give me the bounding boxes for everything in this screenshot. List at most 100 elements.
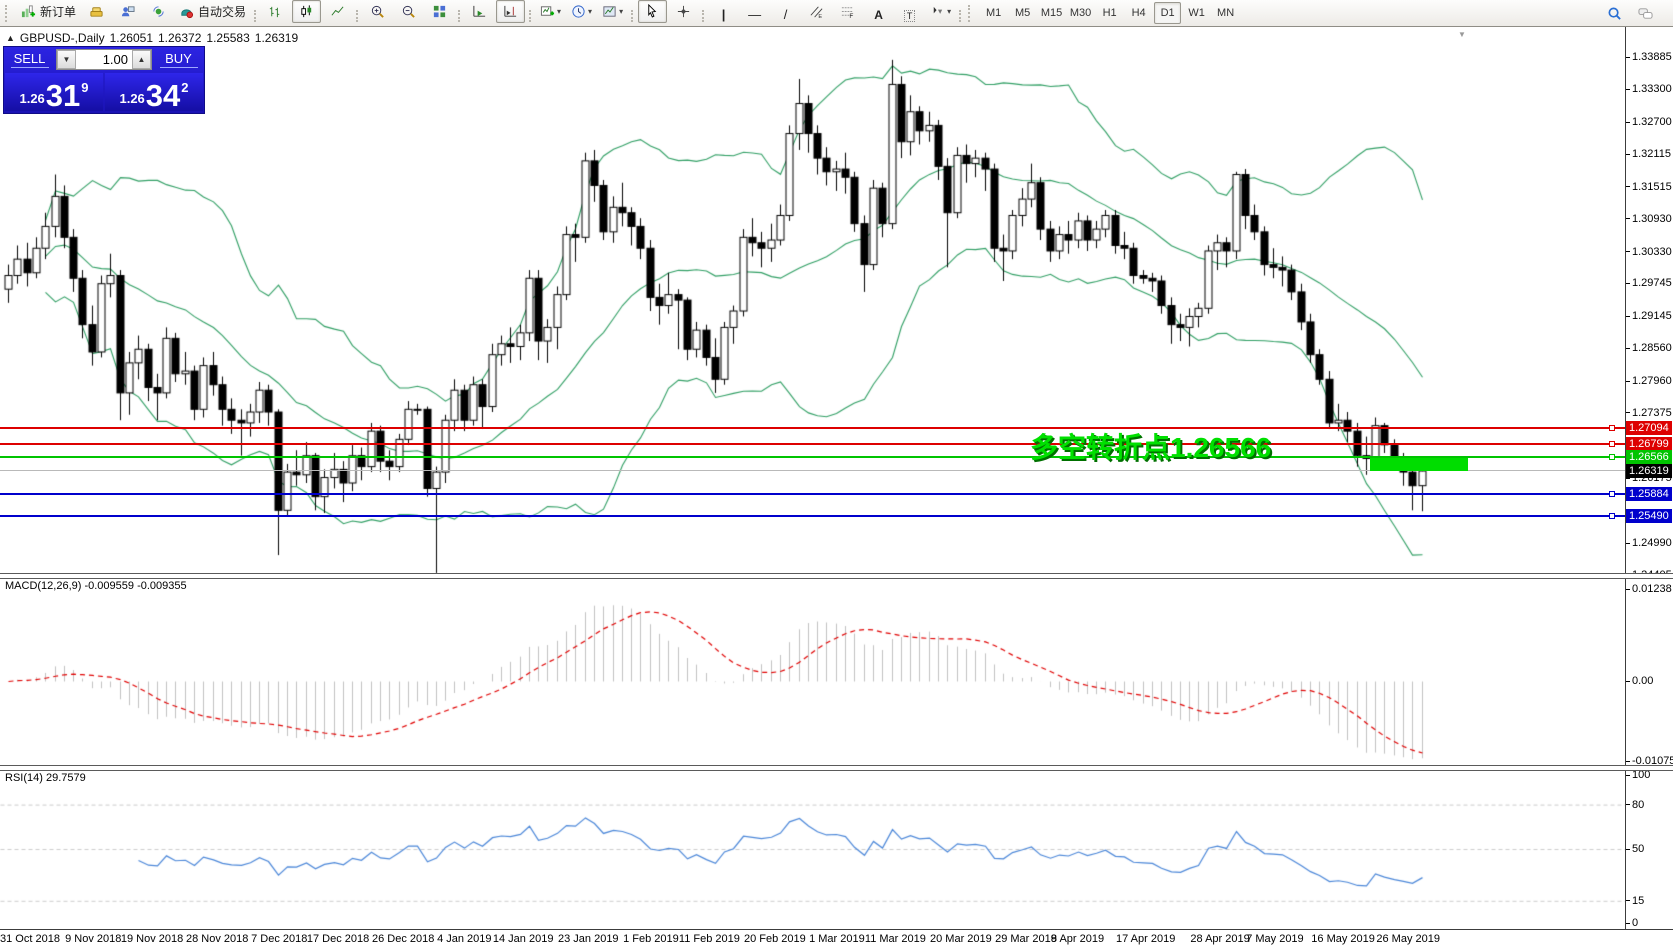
signals-button[interactable] [144, 0, 173, 23]
timeframe-m1[interactable]: M1 [985, 7, 1002, 19]
crosshair-button[interactable] [669, 0, 698, 23]
time-axis-label: 17 Apr 2019 [1116, 933, 1176, 945]
timeframe-m15[interactable]: M15 [1040, 7, 1063, 19]
time-axis-label: 7 May 2019 [1246, 933, 1304, 945]
buy-price-button[interactable]: 1.26 34 2 [105, 73, 203, 111]
zoom-out-button[interactable] [394, 0, 423, 23]
metaeditor-button[interactable] [82, 0, 111, 23]
support-highlight-rect[interactable] [1370, 458, 1469, 472]
toolbar-group-separator [458, 9, 461, 22]
time-axis-label: 17 Dec 2018 [306, 933, 370, 945]
time-axis-label: 20 Feb 2019 [744, 933, 806, 945]
price-tag: 1.26566 [1626, 450, 1672, 465]
templates-button[interactable]: ▾ [598, 0, 627, 23]
tile-windows-button[interactable] [425, 0, 454, 23]
volume-stepper: ▼ ▲ [56, 49, 152, 70]
volume-increase-button[interactable]: ▲ [132, 50, 151, 69]
timeframe-h4[interactable]: H4 [1131, 7, 1146, 19]
price-axis-tick: 1.29145 [1626, 310, 1672, 322]
chart-shift-icon [503, 4, 518, 19]
chart-shift-marker[interactable]: ▼ [1458, 30, 1466, 39]
sell-price-button[interactable]: 1.26 31 9 [5, 73, 103, 111]
symbol-name: GBPUSD-,Daily [19, 31, 105, 45]
new-chart-button[interactable]: ▾ [536, 0, 565, 23]
volume-input[interactable] [76, 50, 132, 69]
price-tag: 1.25884 [1626, 487, 1672, 502]
price-axis-tick: 1.30930 [1626, 213, 1672, 225]
autotrading-button[interactable]: 自动交易 [175, 0, 250, 23]
horizontal-level-line[interactable] [0, 514, 1625, 517]
time-axis-label: 1 Mar 2019 [809, 933, 865, 945]
search-button[interactable] [1600, 2, 1629, 25]
toolbar-grip [5, 4, 12, 22]
channel-icon: E [809, 4, 824, 19]
fibonacci-button[interactable]: F [833, 0, 862, 23]
new-order-button[interactable]: 新订单 [17, 0, 80, 23]
sell-price-big: 31 [45, 77, 81, 113]
zoom-in-button[interactable] [363, 0, 392, 23]
auto-scroll-button[interactable] [465, 0, 494, 23]
vline-icon: | [721, 6, 726, 22]
turning-point-annotation: 多空转折点1.26566 [1030, 432, 1272, 463]
horizontal-level-line[interactable] [0, 443, 1625, 446]
channel-button[interactable]: E [802, 0, 831, 23]
timeframe-h1[interactable]: H1 [1102, 7, 1117, 19]
timeframe-d1[interactable]: D1 [1154, 2, 1182, 24]
arrows-button[interactable]: ▾ [926, 0, 955, 23]
level-line-handle[interactable] [1609, 454, 1615, 461]
trendline-button[interactable]: / [771, 3, 800, 26]
trendline-icon: / [783, 6, 788, 22]
chat-button[interactable] [1631, 2, 1660, 25]
chart-canvas[interactable] [0, 27, 1625, 929]
one-click-trading-panel: SELL ▼ ▲ BUY 1.26 31 9 [3, 46, 205, 114]
sell-button[interactable]: SELL [4, 47, 55, 72]
profile-button[interactable] [113, 0, 142, 23]
pane-divider-rsi[interactable] [0, 765, 1673, 771]
search-icon [1607, 6, 1622, 21]
buy-label: BUY [165, 51, 192, 66]
chart-region: 1.33885 1.33300 1.32700 1.32115 1.31515 1.309… [0, 27, 1673, 945]
level-line-handle[interactable] [1609, 512, 1615, 519]
horizontal-level-line[interactable] [0, 493, 1625, 496]
vertical-line-button[interactable]: | [709, 3, 738, 26]
pane-divider-macd[interactable] [0, 573, 1673, 579]
one-click-panel-toggle[interactable]: ▲ [6, 33, 15, 43]
level-line-handle[interactable] [1609, 441, 1615, 448]
volume-decrease-button[interactable]: ▼ [57, 50, 76, 69]
buy-button[interactable]: BUY [153, 47, 204, 72]
level-line-handle[interactable] [1609, 491, 1615, 498]
price-tag: 1.26319 [1626, 463, 1672, 478]
horizontal-level-line[interactable] [0, 456, 1625, 459]
metaeditor-icon [89, 4, 104, 19]
timeframe-w1[interactable]: W1 [1188, 7, 1205, 19]
price-axis-tick: 1.29745 [1626, 277, 1672, 289]
time-axis-label: 1 Feb 2019 [623, 933, 679, 945]
bar-chart-icon [268, 4, 283, 19]
toolbar-group-separator [702, 9, 705, 22]
label-button[interactable]: T [895, 3, 924, 26]
current-price-line[interactable] [0, 470, 1625, 472]
time-axis-label: 7 Dec 2018 [251, 933, 308, 945]
cursor-button[interactable] [638, 0, 668, 23]
horizontal-level-line[interactable] [0, 427, 1625, 430]
candlestick-chart-button[interactable] [292, 0, 322, 23]
bar-chart-button[interactable] [261, 0, 290, 23]
text-button[interactable]: A [864, 3, 893, 26]
timeframe-m30[interactable]: M30 [1069, 7, 1092, 19]
ohlc-open: 1.26051 [109, 31, 153, 45]
horizontal-line-button[interactable]: — [740, 3, 769, 26]
dropdown-arrow-icon[interactable]: ▾ [557, 6, 562, 16]
timeframe-mn[interactable]: MN [1217, 7, 1235, 19]
periods-button[interactable]: ▾ [567, 0, 596, 23]
chart-shift-button[interactable] [496, 0, 526, 23]
level-line-handle[interactable] [1609, 425, 1615, 432]
line-chart-button[interactable] [323, 0, 352, 23]
timeframe-m5[interactable]: M5 [1014, 7, 1031, 19]
price-axis-tick: 1.24990 [1626, 537, 1672, 549]
dropdown-arrow-icon[interactable]: ▾ [588, 6, 593, 16]
auto-scroll-icon [472, 4, 487, 19]
dropdown-arrow-icon[interactable]: ▾ [947, 6, 952, 16]
sell-price-prefix: 1.26 [19, 91, 45, 106]
dropdown-arrow-icon[interactable]: ▾ [619, 6, 624, 16]
time-axis-label: 20 Mar 2019 [930, 933, 992, 945]
